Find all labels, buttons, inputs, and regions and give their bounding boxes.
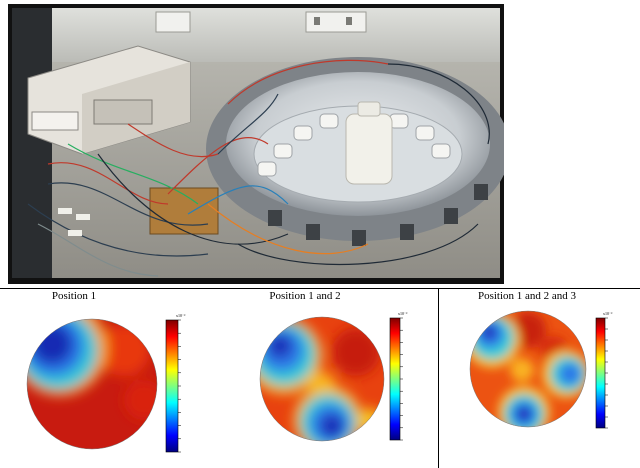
vertical-divider (438, 288, 439, 468)
colorbar-unit-label: x10⁻³ (176, 313, 186, 318)
reconstruction-panel-3: Position 1 and 2 and 3 (462, 290, 632, 462)
colorbar (389, 317, 401, 441)
reconstruction-panel-1: Position 1 x10⁻³ (14, 290, 214, 462)
panel-title: Position 1 (51, 290, 97, 302)
colorbar-unit-label: x10⁻³ (603, 311, 613, 316)
colorbar-unit-label: x10⁻³ (398, 311, 408, 316)
panel-title: Position 1 and 2 and 3 (477, 290, 577, 302)
panel-title: Position 1 and 2 (269, 290, 341, 302)
reconstruction-image-2: x10⁻³ (259, 311, 408, 442)
reconstruction-image-3: x10⁻³ (469, 310, 613, 429)
reconstruction-panel-2: Position 1 and 2 x10⁻³ (244, 290, 434, 462)
reconstruction-image-1: x10⁻³ (26, 313, 186, 453)
colorbar (595, 317, 606, 429)
experiment-photo (8, 4, 504, 284)
horizontal-divider (0, 288, 640, 289)
colorbar (165, 319, 179, 453)
